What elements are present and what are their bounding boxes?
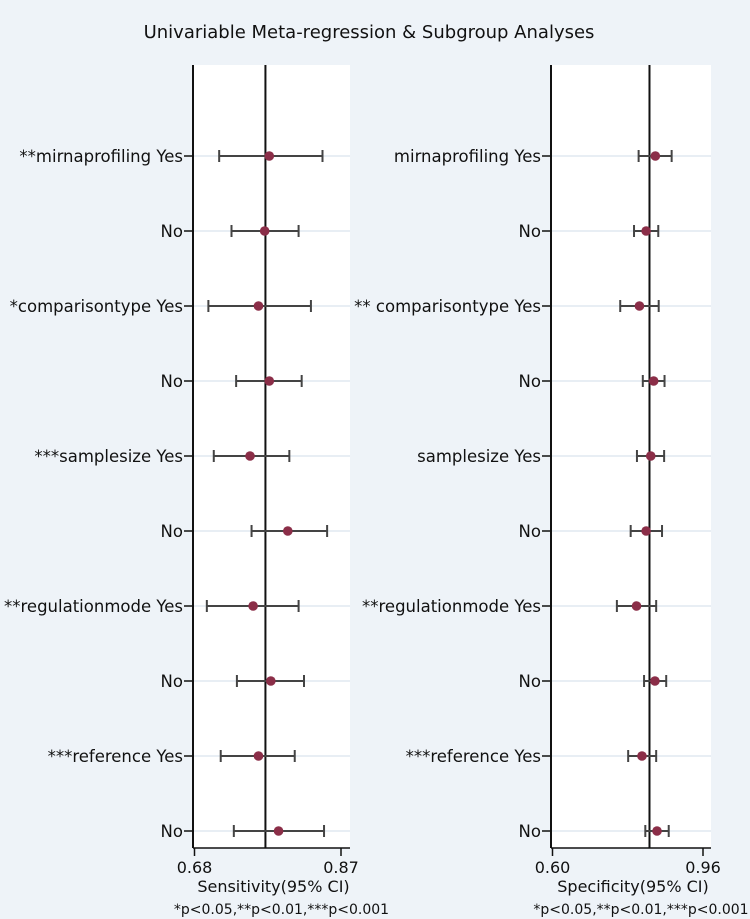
row-label: No [161,522,183,541]
point-estimate [273,826,284,836]
x-tick-label: 0.96 [685,858,721,877]
point-estimate [266,676,276,686]
point-estimate [259,226,270,236]
point-estimate [645,451,656,461]
row-label: No [519,822,541,841]
significance-note: *p<0.05,**p<0.01,***p<0.001 [174,902,389,918]
row-label: ***reference Yes [48,747,183,766]
point-estimate [245,451,255,461]
row-label: *comparisontype Yes [10,297,183,316]
row-label: **regulationmode Yes [362,597,541,616]
x-tick-label: 0.60 [535,858,571,877]
point-estimate [637,751,647,761]
point-estimate [652,826,662,836]
point-estimate [650,151,661,161]
point-estimate [648,376,659,386]
point-estimate [650,676,660,686]
point-estimate [631,601,642,611]
row-label: samplesize Yes [417,447,541,466]
point-estimate [264,376,275,386]
point-estimate [264,151,275,161]
x-tick-label: 0.68 [177,858,213,877]
row-label: No [519,222,541,241]
row-label: mirnaprofiling Yes [394,147,541,166]
row-label: **mirnaprofiling Yes [19,147,183,166]
point-estimate [248,601,258,611]
row-label: No [519,672,541,691]
significance-note: *p<0.05,**p<0.01,***p<0.001 [533,902,748,918]
point-estimate [634,301,645,311]
x-axis-label: Specificity(95% CI) [557,877,708,896]
point-estimate [641,526,651,536]
row-label: No [161,822,183,841]
chart-title: Univariable Meta-regression & Subgroup A… [144,22,595,43]
row-label: No [161,672,183,691]
row-label: No [161,222,183,241]
x-axis-label: Sensitivity(95% CI) [197,877,349,896]
specificity-panel: mirnaprofiling Yes No ** comparisontype Ye… [354,65,749,918]
row-label: No [161,372,183,391]
row-label: No [519,522,541,541]
row-label: **regulationmode Yes [4,597,183,616]
row-label: ** comparisontype Yes [354,297,541,316]
sensitivity-panel: **mirnaprofiling Yes No *comparisontype Ye… [4,65,389,918]
point-estimate [282,526,293,536]
row-label: ***samplesize Yes [34,447,183,466]
x-tick-label: 0.87 [323,858,359,877]
point-estimate [641,226,651,236]
point-estimate [253,751,264,761]
row-label: No [519,372,541,391]
row-label: ***reference Yes [406,747,541,766]
point-estimate [253,301,264,311]
